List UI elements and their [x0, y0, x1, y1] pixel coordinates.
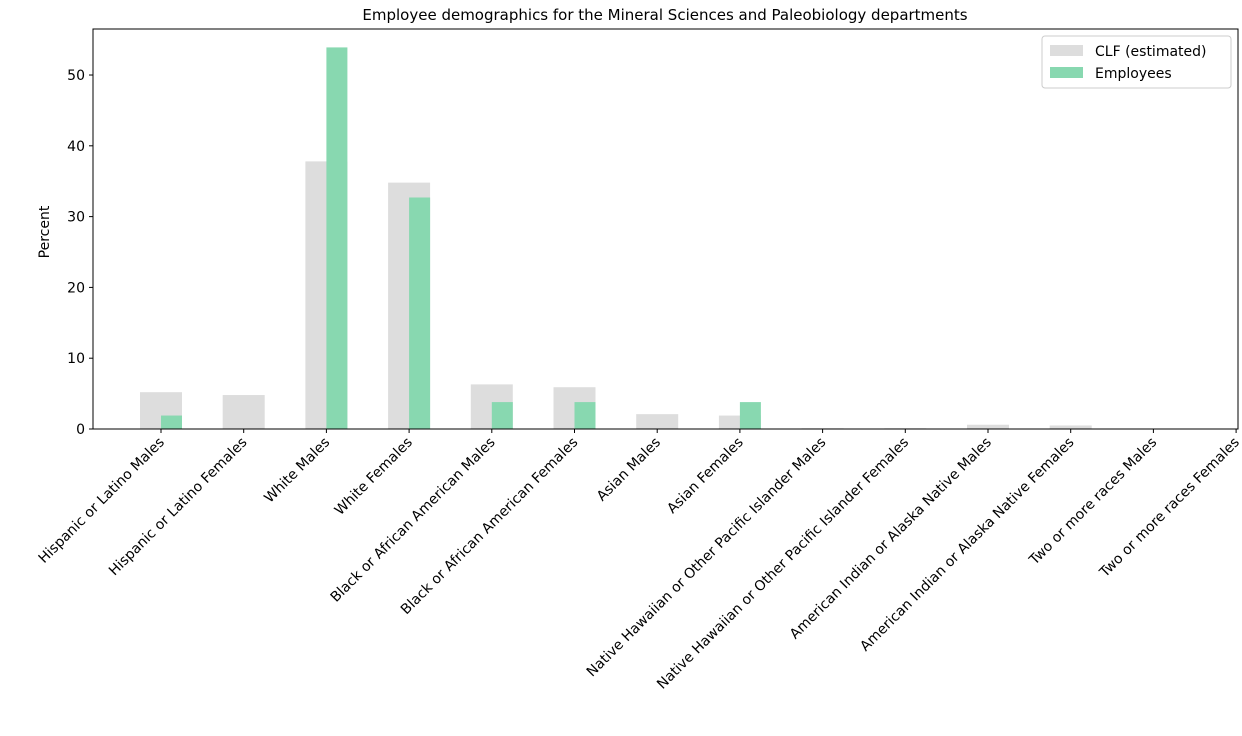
x-tick-label: Two or more races Females: [1096, 435, 1242, 582]
employees-bar: [161, 415, 182, 429]
x-tick-label: White Males: [261, 435, 333, 507]
chart-title: Employee demographics for the Mineral Sc…: [362, 6, 967, 24]
y-tick-label: 20: [67, 280, 85, 296]
employees-bar: [491, 402, 513, 429]
x-tick-label: Black or African American Females: [398, 435, 581, 618]
employees-bar: [326, 47, 348, 430]
y-axis-label: Percent: [37, 205, 53, 258]
y-tick-label: 30: [67, 210, 85, 226]
employees-bar: [409, 197, 431, 429]
employees-bar: [739, 402, 761, 429]
bars-group: [140, 47, 1092, 430]
y-tick-label: 10: [67, 351, 85, 367]
y-tick-label: 0: [76, 422, 85, 438]
employees-bar: [574, 402, 596, 429]
y-tick-label: 40: [67, 139, 85, 155]
clf-bar: [1049, 425, 1092, 429]
legend-swatch: [1050, 45, 1083, 56]
legend-box: [1041, 35, 1232, 89]
legend: CLF (estimated) Employees: [1041, 35, 1232, 89]
clf-bar: [222, 395, 265, 429]
x-tick-label: Hispanic or Latino Females: [106, 435, 251, 580]
x-tick-label: Asian Males: [594, 435, 664, 505]
legend-label: Employees: [1095, 66, 1172, 82]
y-tick-label: 50: [67, 68, 85, 84]
legend-swatch: [1050, 67, 1083, 78]
x-tick-label: Asian Females: [664, 435, 746, 517]
x-tick-label: White Females: [332, 435, 416, 519]
x-tick-label: Black or African American Males: [328, 435, 499, 606]
clf-bar: [967, 424, 1009, 429]
clf-bar: [636, 414, 679, 429]
legend-label: CLF (estimated): [1095, 44, 1207, 60]
plot-frame: [92, 28, 1239, 430]
